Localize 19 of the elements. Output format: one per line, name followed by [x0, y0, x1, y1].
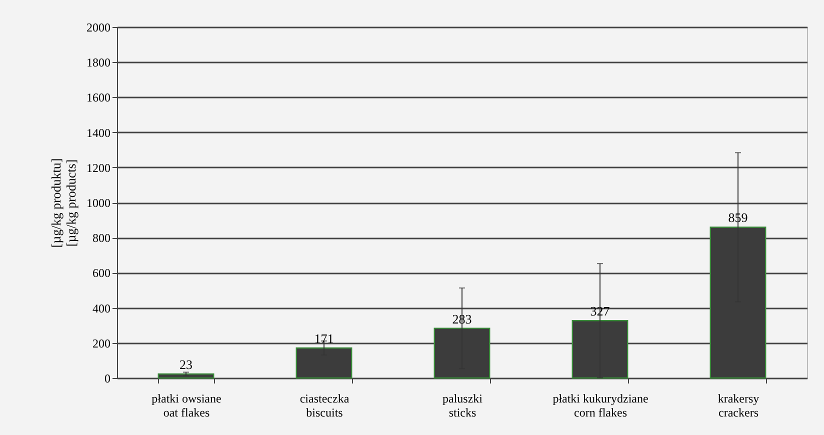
y-tick-label: 1800	[86, 56, 110, 70]
y-tick-label: 400	[92, 301, 110, 316]
y-tick-label: 2000	[86, 20, 110, 34]
x-tick-label: paluszki sticks	[442, 392, 484, 420]
x-tick-label: płatki owsiane oat flakes	[152, 392, 222, 420]
x-tick-label: ciasteczka biscuits	[300, 392, 350, 420]
data-label: 23	[180, 356, 192, 372]
y-tick-label: 1200	[86, 160, 110, 175]
data-label: 171	[314, 330, 334, 346]
y-tick-label: 200	[92, 336, 110, 350]
x-tick-label: krakersy crackers	[718, 392, 760, 420]
x-tick-label: płatki kukurydziane corn flakes	[552, 392, 648, 420]
y-axis-title: [µg/kg produktu] [µg/kg products]	[48, 158, 78, 248]
y-tick-label: 1400	[86, 126, 110, 140]
y-tick-label: 0	[104, 372, 110, 386]
y-tick-label: 600	[92, 266, 110, 280]
y-tick-label: 1600	[86, 90, 110, 105]
y-tick-label: 1000	[86, 196, 110, 210]
y-tick-label: 800	[92, 231, 110, 246]
